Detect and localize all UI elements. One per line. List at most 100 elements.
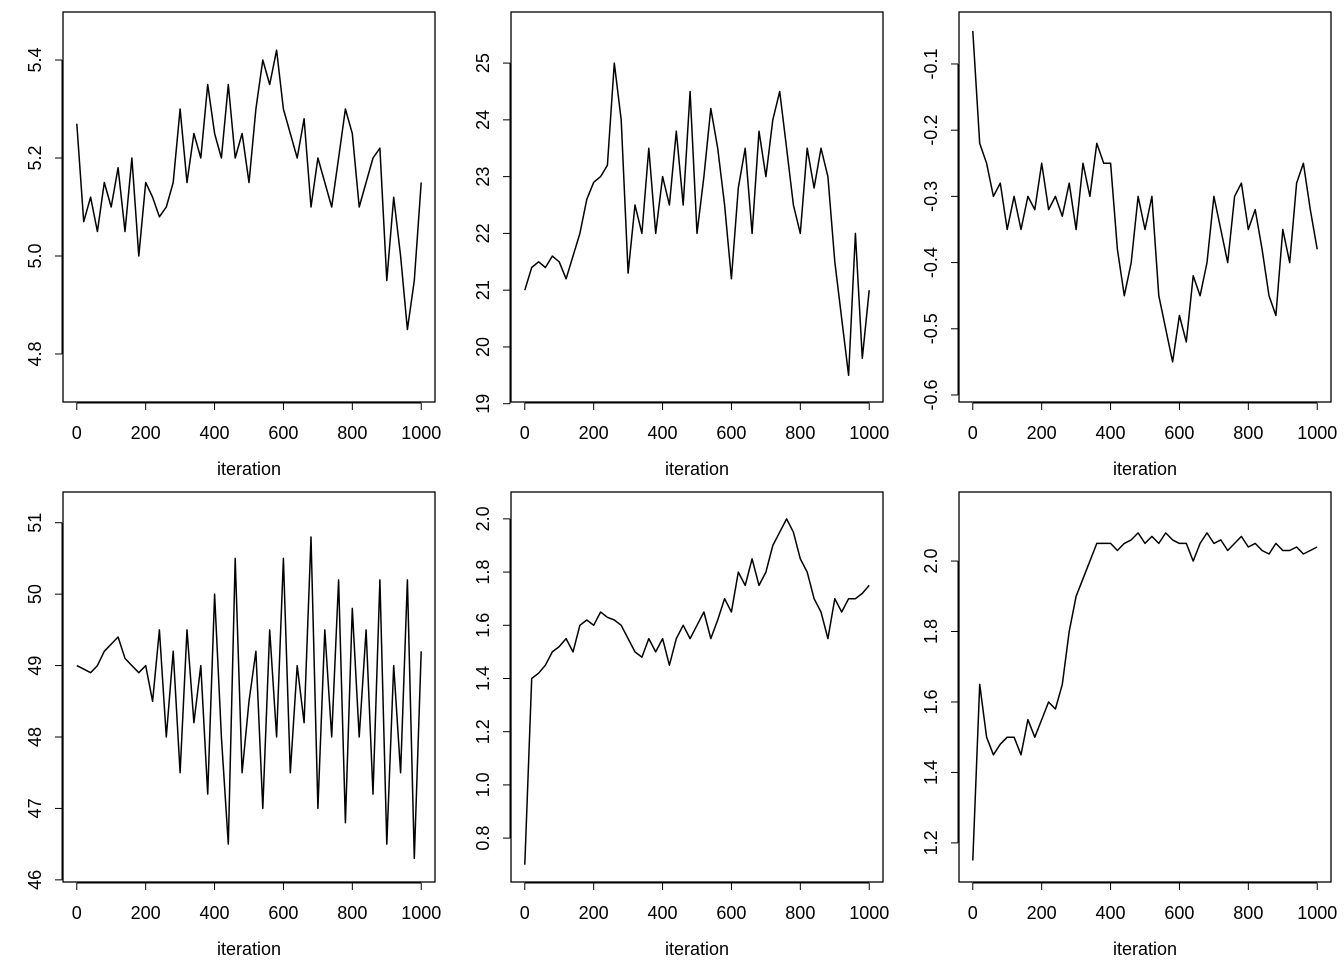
y-tick-label: 49 [25, 656, 45, 676]
x-tick-label: 1000 [849, 423, 889, 443]
x-axis-label: iteration [665, 459, 729, 479]
x-tick-label: 600 [268, 903, 298, 923]
y-tick-label: 1.6 [921, 689, 941, 714]
y-tick-label: 20 [473, 337, 493, 357]
x-tick-label: 600 [716, 423, 746, 443]
trace-panel-1: 0 200 400 600 800 1000 iteration 4.8 5.0 5.2 5.4 [25, 11, 441, 479]
x-axis-label: iteration [1113, 459, 1177, 479]
y-tick-label: 1.0 [473, 772, 493, 797]
x-tick-label: 400 [648, 903, 678, 923]
x-tick-label: 1000 [849, 903, 889, 923]
trace-line [524, 518, 870, 865]
trace-panel-6: 0 200 400 600 800 1000 iteration 1.2 1.4 1.6 1.8 2.… [921, 491, 1337, 959]
y-axis: 1.2 1.4 1.6 1.8 2.0 [921, 549, 959, 855]
trace-panel-4: 0 200 400 600 800 1000 iteration 46 47 48 49 50 51 [25, 491, 441, 959]
y-axis: -0.6 -0.5 -0.4 -0.3 -0.2 -0.1 [921, 48, 959, 410]
x-tick-label: 800 [785, 903, 815, 923]
x-tick-label: 1000 [1297, 903, 1337, 923]
y-tick-label: 5.4 [25, 47, 45, 72]
x-tick-label: 200 [131, 423, 161, 443]
x-tick-label: 200 [1027, 423, 1057, 443]
y-tick-label: -0.1 [921, 48, 941, 79]
trace-line [524, 62, 870, 377]
y-tick-label: 1.8 [473, 560, 493, 585]
y-tick-label: -0.5 [921, 313, 941, 344]
y-tick-label: 5.0 [25, 243, 45, 268]
y-axis: 19 20 21 22 23 24 25 [473, 53, 511, 414]
x-axis-label: iteration [665, 939, 729, 959]
y-tick-label: 47 [25, 798, 45, 818]
x-axis: 0 200 400 600 800 1000 [968, 882, 1337, 923]
x-tick-label: 200 [1027, 903, 1057, 923]
y-tick-label: 24 [473, 110, 493, 130]
x-tick-label: 0 [520, 423, 530, 443]
y-tick-label: 0.8 [473, 826, 493, 851]
plot-frame [510, 491, 884, 883]
y-tick-label: 5.2 [25, 145, 45, 170]
x-axis: 0 200 400 600 800 1000 [520, 402, 889, 443]
x-tick-label: 400 [1096, 423, 1126, 443]
y-tick-label: -0.2 [921, 115, 941, 146]
y-axis: 46 47 48 49 50 51 [25, 513, 63, 890]
trace-panel-3: 0 200 400 600 800 1000iteration-0.6-0.5-0.4-0… [921, 11, 1337, 479]
y-tick-label: 1.2 [921, 830, 941, 855]
y-tick-label: 22 [473, 223, 493, 243]
x-tick-label: 1000 [401, 903, 441, 923]
x-axis: 0 200 400 600 800 1000 [968, 402, 1337, 443]
x-tick-label: 200 [579, 903, 609, 923]
x-tick-label: 1000 [1297, 423, 1337, 443]
plot-frame [62, 491, 436, 883]
x-axis-label: iteration [1113, 939, 1177, 959]
y-tick-label: -0.6 [921, 379, 941, 410]
y-tick-label: 2.0 [473, 506, 493, 531]
x-tick-label: 0 [520, 903, 530, 923]
y-axis: 0.8 1.0 1.2 1.4 1.6 1.8 2.0 [473, 506, 511, 851]
y-tick-label: 1.6 [473, 613, 493, 638]
y-tick-label: 4.8 [25, 341, 45, 366]
y-tick-label: -0.3 [921, 181, 941, 212]
x-tick-label: 0 [968, 423, 978, 443]
y-tick-label: 21 [473, 280, 493, 300]
plot-frame [62, 11, 436, 403]
x-tick-label: 400 [1096, 903, 1126, 923]
x-tick-label: 200 [131, 903, 161, 923]
y-tick-label: 1.4 [473, 666, 493, 691]
x-tick-label: 0 [72, 423, 82, 443]
y-tick-label: 19 [473, 394, 493, 414]
y-tick-label: 46 [25, 870, 45, 890]
plot-frame [958, 491, 1332, 883]
x-tick-label: 800 [1233, 423, 1263, 443]
x-tick-label: 800 [337, 903, 367, 923]
x-tick-label: 600 [268, 423, 298, 443]
trace-line [972, 532, 1318, 861]
y-tick-label: 48 [25, 727, 45, 747]
x-tick-label: 600 [1164, 903, 1194, 923]
trace-line [76, 49, 422, 331]
x-tick-label: 400 [200, 903, 230, 923]
x-axis: 0 200 400 600 800 1000 [72, 882, 441, 923]
plot-frame [510, 11, 884, 403]
x-tick-label: 0 [968, 903, 978, 923]
trace-line [76, 536, 422, 860]
y-tick-label: 51 [25, 513, 45, 533]
y-tick-label: 1.2 [473, 719, 493, 744]
y-tick-label: -0.4 [921, 247, 941, 278]
x-tick-label: 400 [200, 423, 230, 443]
y-tick-label: 23 [473, 167, 493, 187]
plot-frame [958, 11, 1332, 403]
trace-panel-5: 0 200 400 600 800 1000 iteration 0.8 1.0 1.2 1.4 1.… [473, 491, 889, 959]
y-tick-label: 1.4 [921, 760, 941, 785]
x-tick-label: 200 [579, 423, 609, 443]
x-tick-label: 600 [716, 903, 746, 923]
x-axis: 0 200 400 600 800 1000 [72, 402, 441, 443]
x-tick-label: 1000 [401, 423, 441, 443]
x-tick-label: 800 [1233, 903, 1263, 923]
y-tick-label: 25 [473, 53, 493, 73]
x-tick-label: 600 [1164, 423, 1194, 443]
x-axis: 0 200 400 600 800 1000 [520, 882, 889, 923]
x-axis-label: iteration [217, 459, 281, 479]
x-tick-label: 800 [785, 423, 815, 443]
trace-panel-2: 0 200 400 600 800 1000 iteration 19 20 21 22 23 24 25 [473, 11, 889, 479]
x-tick-label: 400 [648, 423, 678, 443]
x-tick-label: 0 [72, 903, 82, 923]
